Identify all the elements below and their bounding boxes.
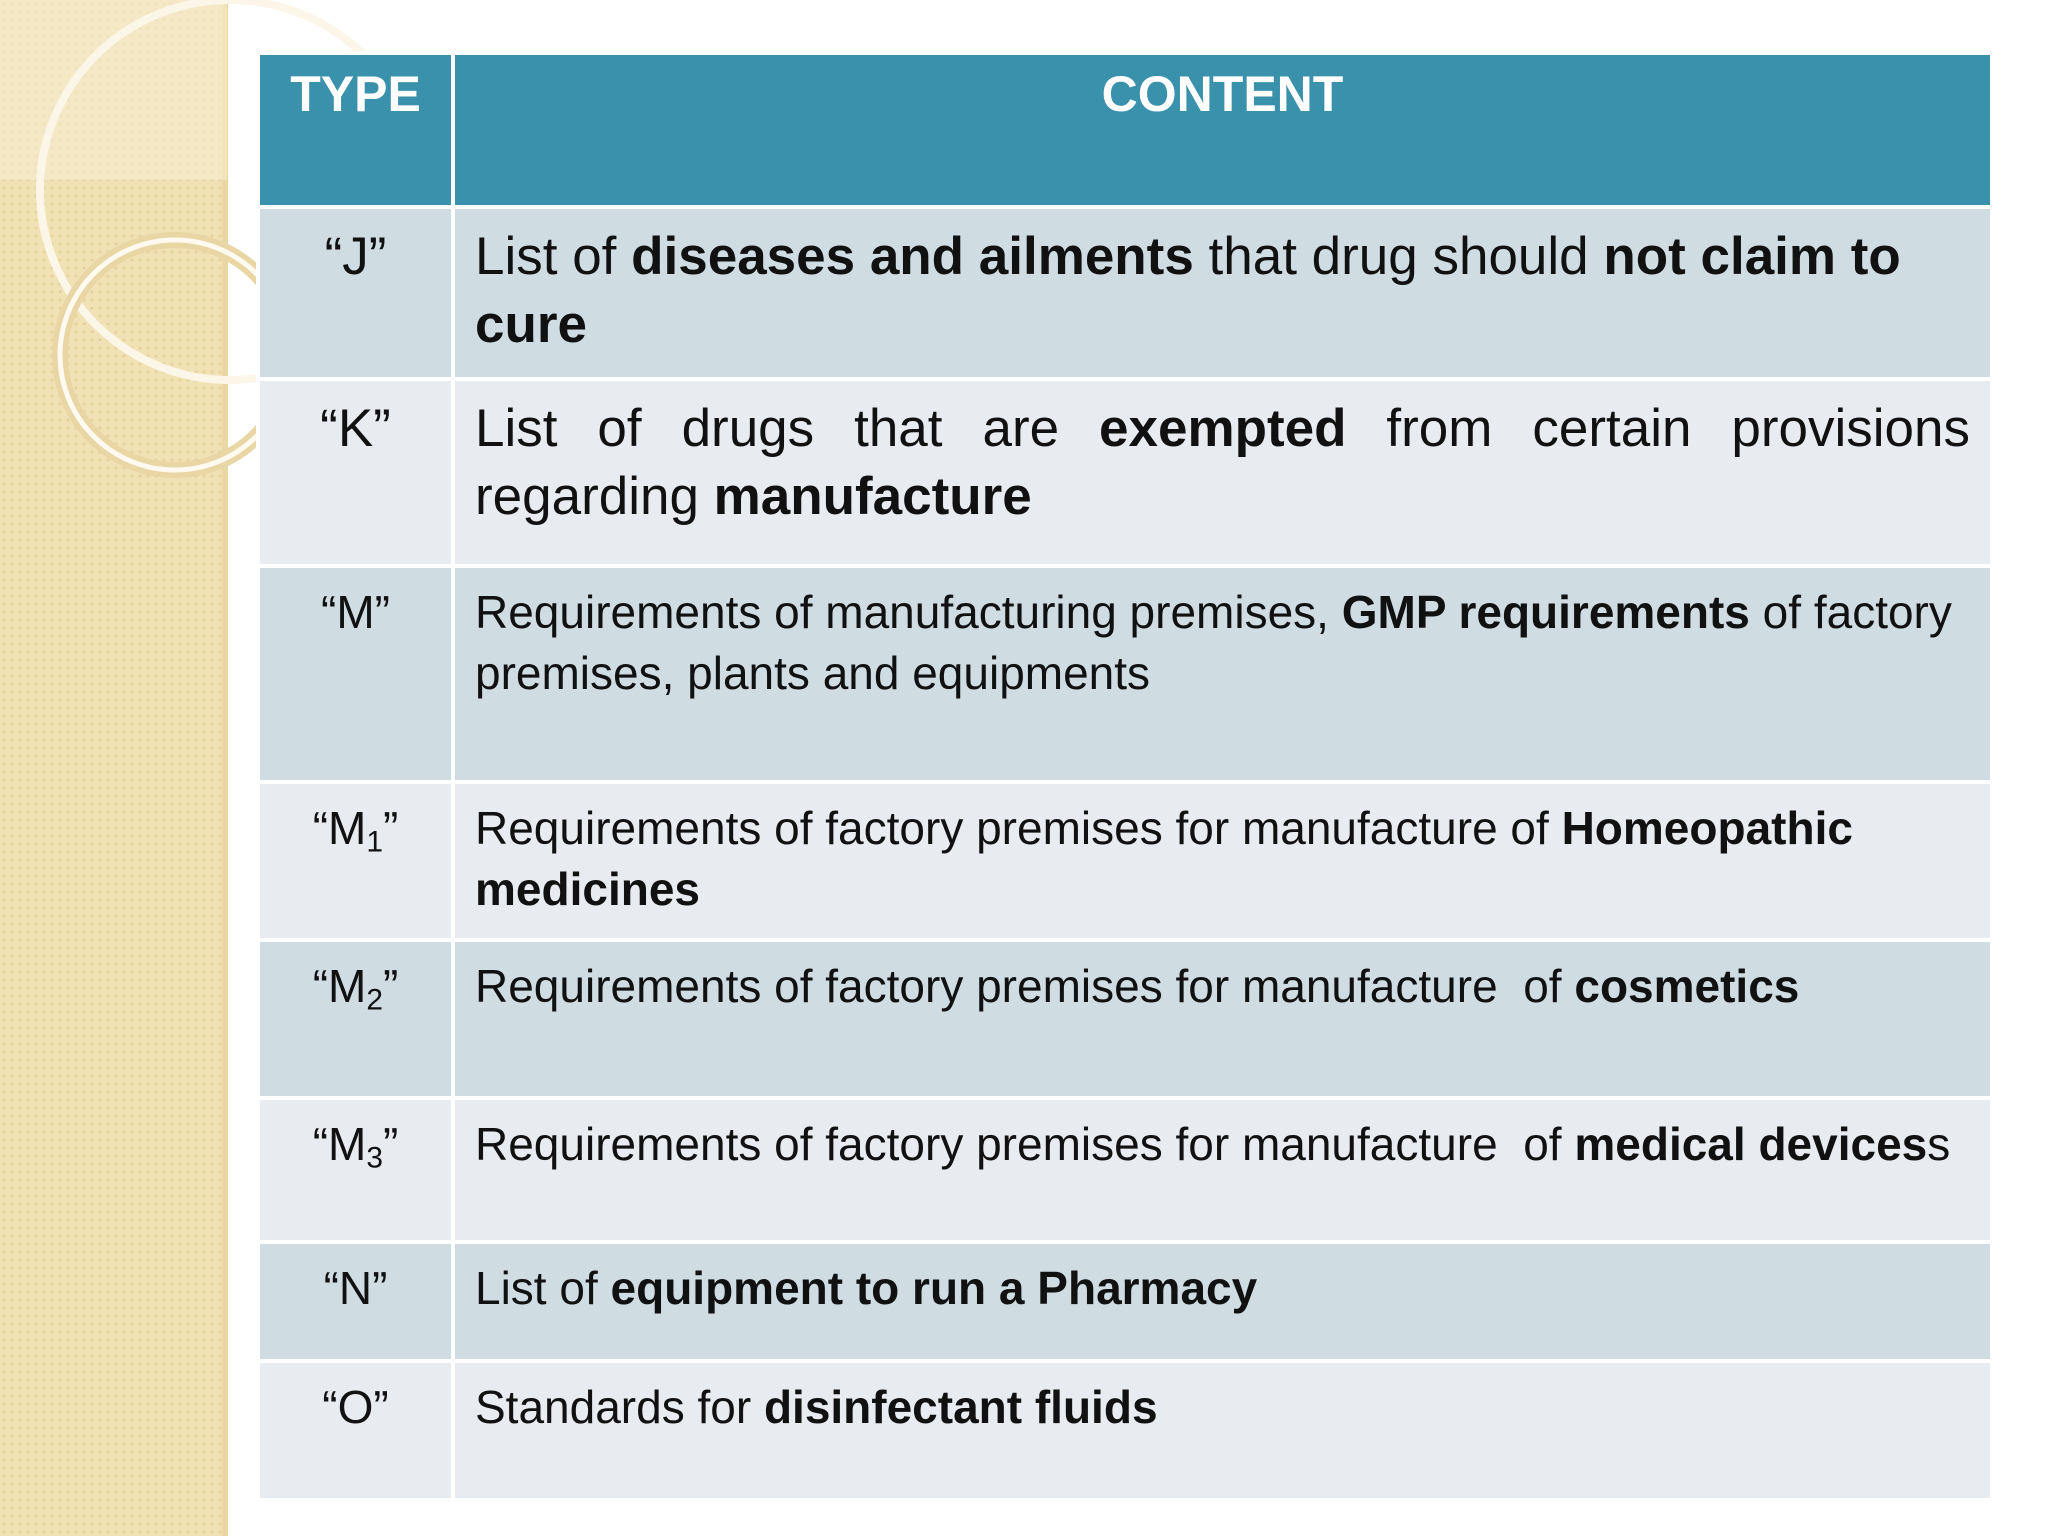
content-bold: medical devices: [1574, 1118, 1928, 1170]
table-row: “K” List of drugs that are exempted from …: [256, 377, 1994, 568]
content-cell: List of drugs that are exempted from cer…: [451, 377, 1994, 568]
content-text: List of drugs that are: [475, 399, 1100, 458]
table-row: “O” Standards for disinfectant fluids: [256, 1359, 1994, 1502]
table-row: “N” List of equipment to run a Pharmacy: [256, 1240, 1994, 1363]
type-text: ”: [382, 1118, 399, 1170]
header-row: TYPE CONTENT: [256, 51, 1994, 209]
table-row: “M” Requirements of manufacturing premise…: [256, 564, 1994, 784]
content-text: List of: [475, 227, 632, 286]
table-body: “J” List of diseases and ailments that dr…: [256, 205, 1994, 1502]
content-text: of factory premises, plants and equipmen…: [475, 586, 1965, 699]
content-cell: Requirements of factory premises for man…: [451, 1096, 1994, 1244]
content-text: Standards for: [475, 1381, 764, 1433]
content-bold: not claim to cure: [475, 227, 1916, 354]
content-text: Requirements of factory premises for man…: [475, 802, 1562, 854]
type-text: “M: [312, 1118, 367, 1170]
content-text: Requirements of factory premises for man…: [475, 1118, 1575, 1170]
side-strip: [0, 0, 227, 1536]
type-text: “K”: [320, 399, 391, 458]
content-text: from certain provisions regarding: [475, 399, 1985, 526]
content-cell: List of diseases and ailments that drug …: [451, 205, 1994, 381]
type-text: ”: [382, 802, 399, 854]
type-text: “M: [312, 960, 367, 1012]
table-row: “M2” Requirements of factory premises for…: [256, 938, 1994, 1100]
content-bold: manufacture: [713, 467, 1032, 526]
content-bold: equipment to run a Pharmacy: [610, 1262, 1258, 1314]
content-text: Requirements of manufacturing premises,: [475, 586, 1342, 638]
type-cell: “N”: [256, 1240, 455, 1363]
content-cell: Requirements of manufacturing premises, …: [451, 564, 1994, 784]
content-bold: Homeopathic medicines: [475, 802, 1866, 915]
content-cell: Standards for disinfectant fluids: [451, 1359, 1994, 1502]
content-text: that drug should: [1193, 227, 1604, 286]
strip-edge: [222, 0, 228, 1536]
content-text: Requirements of factory premises for man…: [475, 960, 1575, 1012]
type-text: “J”: [324, 227, 387, 286]
type-cell: “O”: [256, 1359, 455, 1502]
schedule-table: TYPE CONTENT “J” List of diseases and ail…: [256, 51, 1994, 1502]
type-cell: “K”: [256, 377, 455, 568]
type-subscript: 2: [366, 983, 383, 1017]
type-text: ”: [382, 960, 399, 1012]
header-cell: CONTENT: [451, 51, 1994, 209]
type-text: “N”: [323, 1262, 388, 1314]
type-subscript: 1: [366, 825, 383, 859]
content-bold: disinfectant fluids: [763, 1381, 1158, 1433]
table-row: “M3” Requirements of factory premises for…: [256, 1096, 1994, 1244]
type-cell: “M1”: [256, 780, 455, 942]
content-bold: cosmetics: [1574, 960, 1800, 1012]
content-cell: Requirements of factory premises for man…: [451, 780, 1994, 942]
content-text: s: [1927, 1118, 1951, 1170]
content-bold: exempted: [1099, 399, 1347, 458]
content-cell: List of equipment to run a Pharmacy: [451, 1240, 1994, 1363]
table-row: “M1” Requirements of factory premises for…: [256, 780, 1994, 942]
content-cell: Requirements of factory premises for man…: [451, 938, 1994, 1100]
content-text: List of: [475, 1262, 611, 1314]
type-cell: “M3”: [256, 1096, 455, 1244]
content-bold: diseases and ailments: [631, 227, 1194, 286]
content-bold: GMP requirements: [1341, 586, 1750, 638]
panel: [0, 0, 227, 180]
type-cell: “J”: [256, 205, 455, 381]
type-text: “M”: [321, 586, 390, 638]
type-subscript: 3: [366, 1141, 383, 1175]
type-cell: “M”: [256, 564, 455, 784]
type-text: “M: [312, 802, 367, 854]
table-row: “J” List of diseases and ailments that dr…: [256, 205, 1994, 381]
header-cell: TYPE: [256, 51, 455, 209]
type-cell: “M2”: [256, 938, 455, 1100]
type-text: “O”: [322, 1381, 389, 1433]
